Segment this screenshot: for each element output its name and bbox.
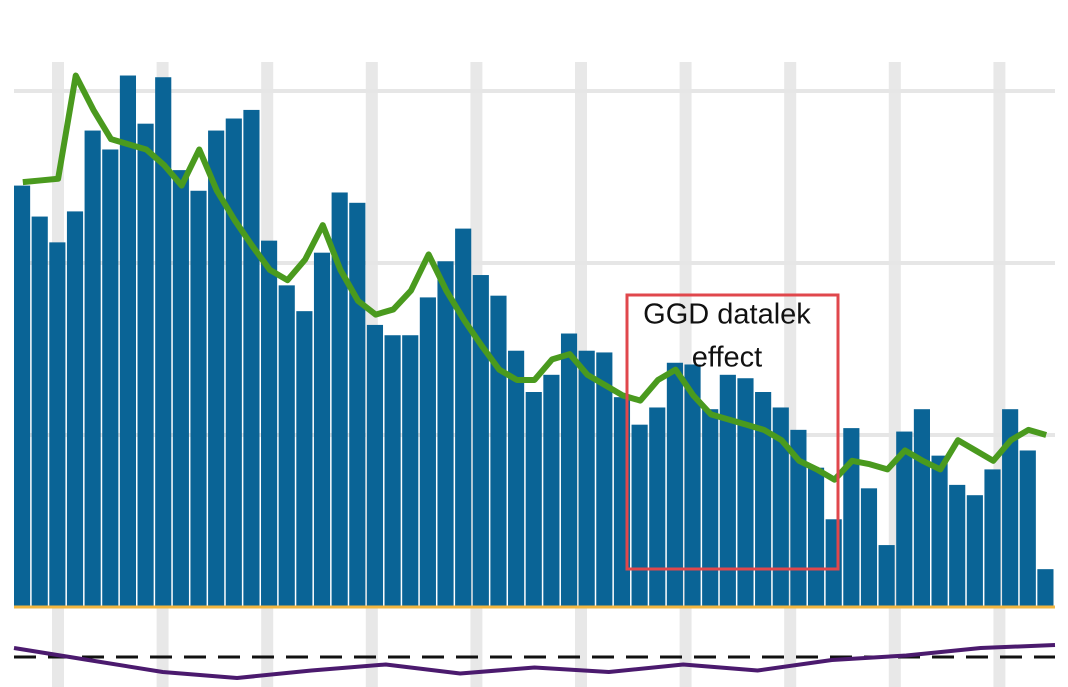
bar [543, 374, 560, 607]
bar [384, 335, 401, 607]
bar [190, 190, 207, 607]
bar [1037, 569, 1054, 607]
bar [578, 350, 595, 607]
bar [208, 130, 225, 607]
bar [1002, 409, 1019, 607]
bar [702, 409, 719, 607]
bar [984, 469, 1001, 607]
bar [402, 335, 419, 607]
bar [331, 192, 348, 608]
bar [225, 118, 242, 608]
bar [931, 455, 948, 607]
bar [807, 467, 825, 607]
bar [137, 123, 154, 608]
annotation-text: GGD datalek [643, 299, 811, 331]
bar [455, 228, 472, 607]
bar [843, 428, 860, 607]
bar [278, 285, 295, 607]
bar [366, 324, 384, 607]
bar [560, 333, 578, 607]
bar [949, 484, 966, 607]
bar [790, 429, 807, 607]
bar [649, 407, 666, 607]
bar [261, 240, 278, 607]
bar [508, 350, 525, 607]
bar [737, 378, 754, 607]
bar [772, 407, 789, 607]
bar [14, 185, 31, 607]
bar [472, 275, 489, 607]
bar [596, 352, 613, 607]
bar [878, 545, 895, 607]
annotation-text: effect [692, 342, 762, 374]
bar [84, 130, 101, 607]
bar [349, 202, 366, 608]
bar [119, 75, 137, 607]
bar [102, 149, 119, 608]
bar [525, 392, 542, 607]
bar [896, 431, 913, 607]
bar [313, 252, 331, 607]
bar [755, 392, 772, 607]
bar [631, 424, 648, 607]
line [13, 643, 1056, 680]
bar [66, 211, 84, 607]
trend-line [22, 72, 1048, 483]
bar [913, 409, 930, 607]
bar [666, 362, 683, 607]
bar [966, 495, 983, 607]
bar [419, 297, 436, 607]
bar [437, 261, 454, 607]
bar [684, 364, 701, 607]
bar [243, 109, 260, 608]
bar [31, 216, 48, 607]
bar [172, 170, 189, 607]
bar [296, 311, 313, 607]
bar [155, 77, 172, 608]
bar [1019, 450, 1036, 607]
bar [860, 488, 878, 607]
bar [490, 295, 507, 607]
annotation-box [625, 293, 840, 571]
bar [49, 242, 66, 608]
bar [719, 374, 736, 607]
